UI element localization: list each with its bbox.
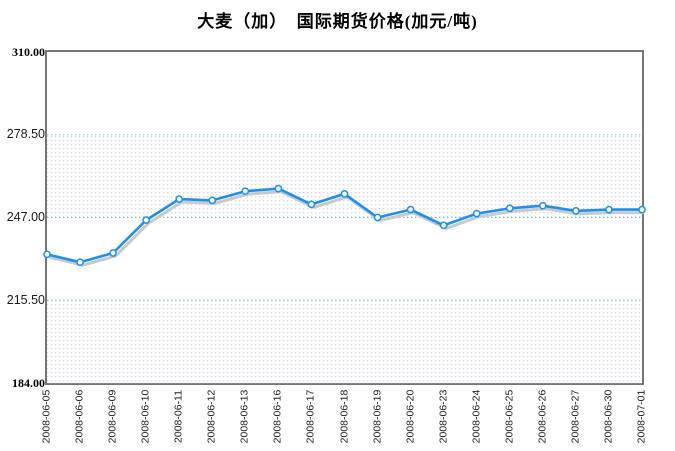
x-date-label: 2008-06-23	[437, 389, 450, 444]
x-date-label: 2008-06-25	[503, 389, 516, 444]
data-point	[505, 204, 514, 213]
x-date-label: 2008-06-27	[569, 389, 582, 444]
data-point	[538, 201, 547, 210]
x-date-label: 2008-06-05	[40, 389, 53, 444]
x-date-label: 2008-06-12	[205, 389, 218, 444]
x-date-label: 2008-06-17	[304, 389, 317, 444]
x-date-label: 2008-06-20	[404, 389, 417, 444]
data-point	[472, 209, 481, 218]
data-point	[76, 258, 84, 267]
data-point	[274, 184, 283, 193]
x-date-label: 2008-06-19	[371, 389, 384, 444]
price-line-chart	[43, 134, 646, 384]
dotted-band	[47, 134, 642, 218]
data-point	[241, 187, 250, 196]
plot-area	[43, 50, 646, 385]
data-point	[406, 205, 415, 214]
data-point	[605, 205, 613, 214]
x-date-label: 2008-06-13	[238, 389, 251, 444]
data-point	[307, 200, 316, 209]
data-point	[175, 195, 184, 203]
x-date-label: 2008-06-16	[271, 389, 284, 444]
data-point	[43, 250, 51, 259]
x-date-label: 2008-06-26	[536, 389, 549, 444]
chart-title: 大麦（加） 国际期货价格(加元/吨)	[197, 12, 478, 31]
y-tick-label: 184.00	[12, 375, 45, 390]
x-date-label: 2008-06-18	[338, 389, 350, 444]
data-point	[340, 190, 349, 198]
y-tick-label: 215.50	[6, 292, 45, 307]
y-tick-label: 278.50	[6, 127, 45, 142]
data-point	[439, 221, 448, 230]
x-date-label: 2008-06-11	[172, 390, 185, 443]
x-date-label: 2008-06-24	[470, 389, 483, 444]
data-point	[142, 216, 151, 224]
dotted-band	[47, 300, 642, 384]
data-point	[109, 249, 117, 257]
x-date-label: 2008-06-06	[73, 389, 86, 444]
y-tick-label: 310.00	[12, 44, 45, 59]
x-date-label: 2008-06-10	[139, 389, 152, 444]
x-date-label: 2008-06-09	[106, 389, 119, 444]
data-point	[373, 213, 382, 222]
y-tick-label: 247.00	[6, 210, 45, 224]
data-point	[572, 207, 580, 215]
x-date-label: 2008-06-30	[602, 389, 615, 444]
data-point	[638, 205, 646, 214]
x-date-label: 2008-07-01	[635, 389, 648, 444]
data-point	[208, 196, 217, 205]
